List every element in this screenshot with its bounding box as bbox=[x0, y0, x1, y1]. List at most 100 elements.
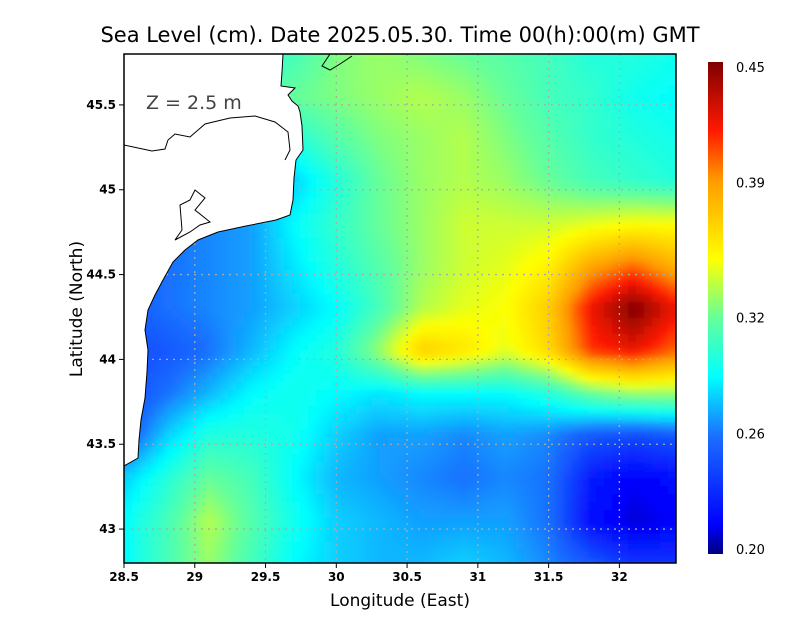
heatmap-cell bbox=[564, 278, 573, 287]
heatmap-cell bbox=[276, 454, 285, 463]
heatmap-cell bbox=[524, 54, 533, 55]
heatmap-cell bbox=[604, 510, 613, 519]
heatmap-cell bbox=[180, 254, 189, 263]
heatmap-cell bbox=[580, 94, 589, 103]
heatmap-cell bbox=[356, 486, 365, 495]
heatmap-cell bbox=[324, 558, 333, 563]
heatmap-cell bbox=[412, 174, 421, 183]
heatmap-cell bbox=[124, 502, 133, 511]
heatmap-cell bbox=[556, 270, 565, 279]
heatmap-cell bbox=[356, 398, 365, 407]
heatmap-cell bbox=[524, 174, 533, 183]
heatmap-cell bbox=[532, 542, 541, 551]
heatmap-cell bbox=[396, 550, 405, 559]
heatmap-cell bbox=[388, 102, 397, 111]
heatmap-cell bbox=[236, 262, 245, 271]
heatmap-cell bbox=[340, 166, 349, 175]
heatmap-cell bbox=[188, 254, 197, 263]
heatmap-cell bbox=[612, 262, 621, 271]
heatmap-cell bbox=[340, 54, 349, 55]
heatmap-cell bbox=[300, 142, 309, 151]
heatmap-cell bbox=[628, 302, 637, 311]
heatmap-cell bbox=[524, 390, 533, 399]
heatmap-cell bbox=[428, 422, 437, 431]
heatmap-cell bbox=[156, 414, 165, 423]
heatmap-cell bbox=[516, 262, 525, 271]
heatmap-cell bbox=[308, 326, 317, 335]
heatmap-cell bbox=[404, 526, 413, 535]
heatmap-cell bbox=[540, 254, 549, 263]
heatmap-cell bbox=[332, 558, 341, 563]
heatmap-cell bbox=[356, 422, 365, 431]
heatmap-cell bbox=[660, 222, 669, 231]
heatmap-cell bbox=[252, 342, 261, 351]
heatmap-cell bbox=[644, 294, 653, 303]
heatmap-cell bbox=[180, 262, 189, 271]
heatmap-cell bbox=[452, 470, 461, 479]
heatmap-cell bbox=[676, 326, 685, 335]
heatmap-cell bbox=[364, 342, 373, 351]
heatmap-cell bbox=[396, 390, 405, 399]
heatmap-cell bbox=[556, 110, 565, 119]
heatmap-cell bbox=[348, 118, 357, 127]
heatmap-cell bbox=[316, 350, 325, 359]
heatmap-cell bbox=[276, 54, 285, 55]
heatmap-cell bbox=[668, 198, 676, 207]
heatmap-cell bbox=[420, 374, 429, 383]
heatmap-cell bbox=[676, 414, 685, 423]
heatmap-cell bbox=[260, 510, 269, 519]
heatmap-cell bbox=[372, 334, 381, 343]
heatmap-cell bbox=[484, 510, 493, 519]
heatmap-cell bbox=[204, 278, 213, 287]
heatmap-cell bbox=[628, 262, 637, 271]
heatmap-cell bbox=[644, 446, 653, 455]
heatmap-cell bbox=[668, 366, 676, 375]
heatmap-cell bbox=[420, 166, 429, 175]
heatmap-cell bbox=[308, 446, 317, 455]
heatmap-cell bbox=[236, 270, 245, 279]
heatmap-cell bbox=[308, 174, 317, 183]
heatmap-cell bbox=[596, 558, 605, 563]
heatmap-cell bbox=[468, 470, 477, 479]
heatmap-cell bbox=[516, 502, 525, 511]
heatmap-cell bbox=[316, 374, 325, 383]
heatmap-cell bbox=[324, 254, 333, 263]
heatmap-cell bbox=[364, 278, 373, 287]
heatmap-cell bbox=[484, 542, 493, 551]
heatmap-cell bbox=[180, 406, 189, 415]
heatmap-cell bbox=[308, 166, 317, 175]
heatmap-cell bbox=[468, 166, 477, 175]
heatmap-cell bbox=[500, 94, 509, 103]
heatmap-cell bbox=[380, 462, 389, 471]
heatmap-cell bbox=[636, 54, 645, 63]
heatmap-cell bbox=[580, 270, 589, 279]
heatmap-cell bbox=[404, 462, 413, 471]
heatmap-cell bbox=[324, 174, 333, 183]
heatmap-cell bbox=[572, 302, 581, 311]
heatmap-cell bbox=[308, 438, 317, 447]
heatmap-cell bbox=[356, 182, 365, 191]
heatmap-cell bbox=[508, 214, 517, 223]
heatmap-cell bbox=[428, 470, 437, 479]
heatmap-cell bbox=[308, 182, 317, 191]
heatmap-cell bbox=[124, 390, 125, 399]
heatmap-cell bbox=[220, 526, 229, 535]
heatmap-cell bbox=[556, 238, 565, 247]
heatmap-cell bbox=[444, 334, 453, 343]
heatmap-cell bbox=[436, 86, 445, 95]
heatmap-cell bbox=[188, 494, 197, 503]
heatmap-cell bbox=[220, 478, 229, 487]
heatmap-cell bbox=[244, 374, 253, 383]
heatmap-cell bbox=[220, 414, 229, 423]
heatmap-cell bbox=[420, 430, 429, 439]
heatmap-cell bbox=[652, 214, 661, 223]
heatmap-cell bbox=[332, 430, 341, 439]
heatmap-cell bbox=[316, 118, 325, 127]
heatmap-cell bbox=[140, 430, 149, 439]
heatmap-cell bbox=[596, 206, 605, 215]
heatmap-cell bbox=[484, 150, 493, 159]
heatmap-cell bbox=[252, 414, 261, 423]
heatmap-cell bbox=[308, 454, 317, 463]
heatmap-cell bbox=[596, 374, 605, 383]
heatmap-cell bbox=[156, 470, 165, 479]
